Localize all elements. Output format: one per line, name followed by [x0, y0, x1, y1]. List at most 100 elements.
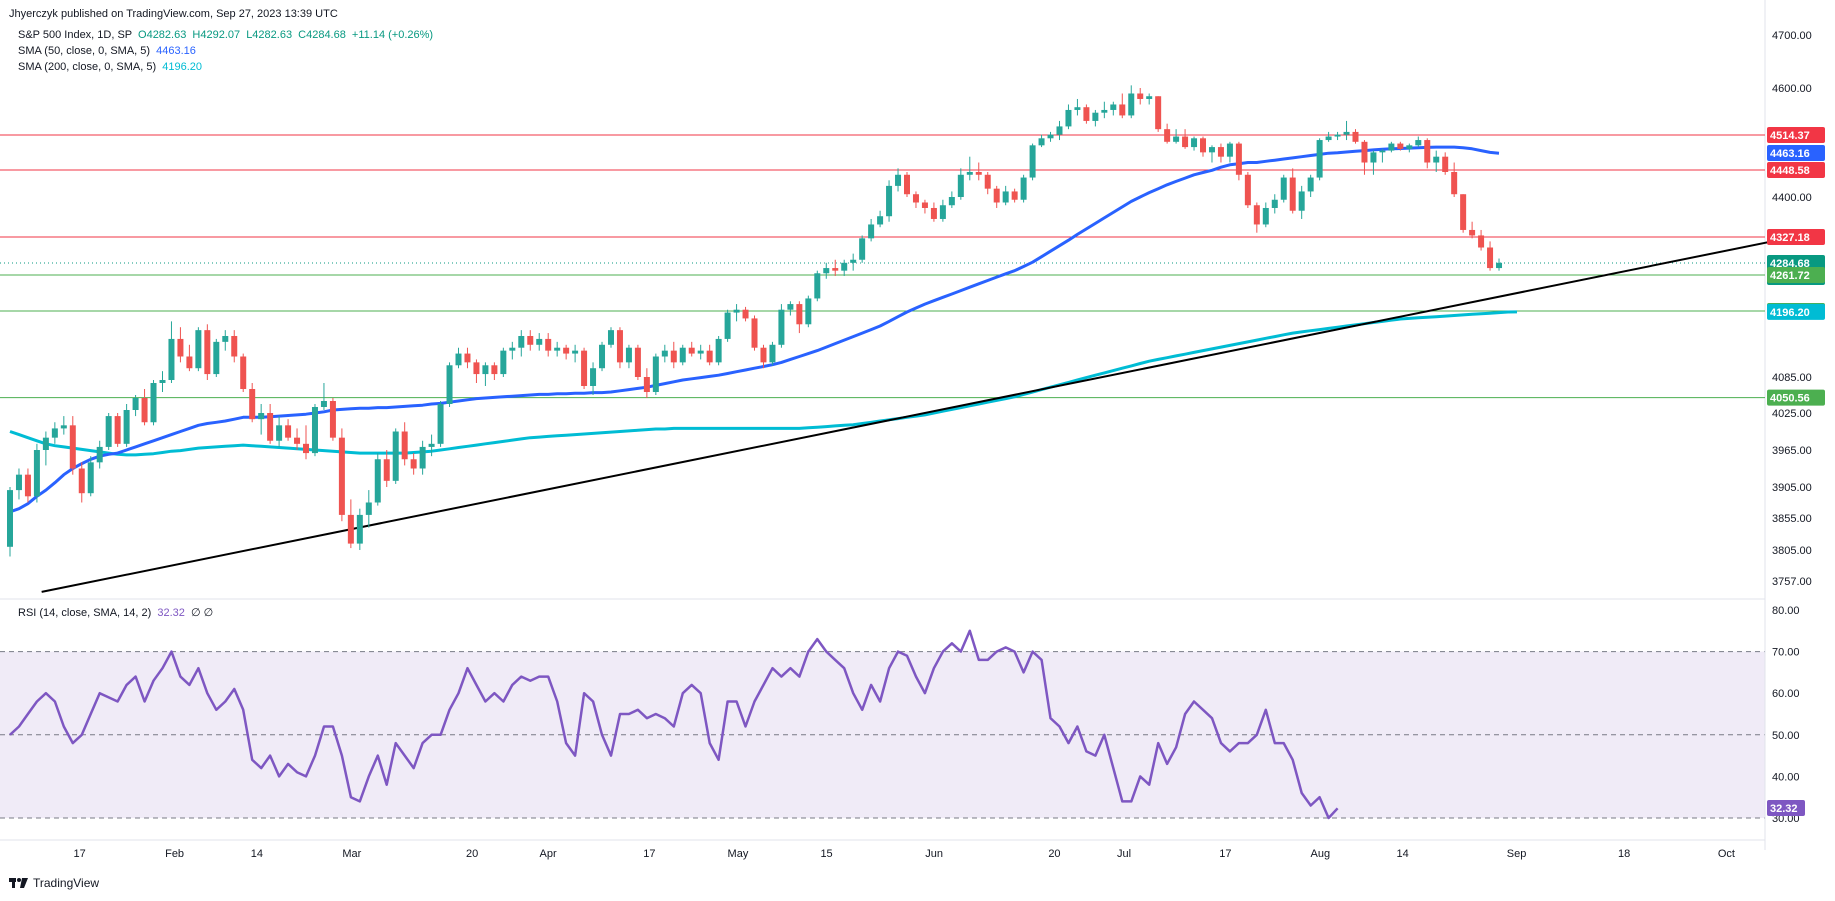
- candle: [267, 404, 274, 444]
- candle: [78, 462, 85, 503]
- tradingview-watermark[interactable]: TradingView: [9, 876, 99, 890]
- candle-body: [329, 401, 336, 438]
- candle-body: [437, 404, 444, 444]
- price-tag-label: 4261.72: [1770, 270, 1810, 282]
- candle: [24, 468, 31, 503]
- candle: [1056, 120, 1063, 141]
- candle-body: [1137, 93, 1144, 99]
- candle: [661, 344, 668, 363]
- candle-body: [625, 347, 632, 363]
- candle-body: [1074, 107, 1081, 110]
- rsi-value: 32.32: [157, 607, 185, 619]
- candle-body: [1298, 191, 1305, 211]
- candle: [303, 425, 310, 460]
- candle: [1289, 168, 1296, 214]
- candle: [625, 344, 632, 369]
- time-axis[interactable]: 17 Feb 14 Mar 20 Apr 17 May 15 Jun 20 Jul 17 Aug 14 Sep…: [0, 839, 1765, 860]
- price-tag-4327.18: 4327.18: [1767, 229, 1825, 245]
- candle: [1164, 123, 1171, 144]
- candle: [886, 180, 893, 222]
- candle: [993, 185, 1000, 208]
- candle-body: [1164, 129, 1171, 142]
- candle: [222, 330, 229, 351]
- candle-body: [177, 338, 184, 357]
- candle-body: [311, 407, 318, 454]
- horizontal-levels: [0, 134, 1765, 399]
- rsi-legend[interactable]: RSI (14, close, SMA, 14, 2) 32.32 ∅ ∅: [18, 606, 213, 619]
- candle-body: [1244, 174, 1251, 206]
- candle: [607, 327, 614, 348]
- candle-body: [159, 380, 166, 383]
- candle-body: [778, 309, 785, 345]
- candle: [1496, 258, 1503, 271]
- candle-body: [1307, 177, 1314, 192]
- candle: [204, 324, 211, 380]
- candle-body: [42, 437, 49, 450]
- candle-body: [921, 202, 928, 208]
- price-tick-label: 4400.00: [1772, 192, 1812, 204]
- candle: [563, 344, 570, 360]
- candle-body: [939, 205, 946, 219]
- candle-body: [1128, 93, 1135, 116]
- date-tick-label: Sep: [1507, 848, 1527, 860]
- candle-body: [1415, 140, 1422, 146]
- candle: [1191, 136, 1198, 151]
- sma50-label: SMA (50, close, 0, SMA, 5): [18, 45, 151, 57]
- candle-body: [1235, 143, 1242, 175]
- candle-body: [1173, 136, 1180, 142]
- ohlc-high: H4292.07: [192, 29, 241, 41]
- candle: [1029, 143, 1036, 181]
- candle: [15, 468, 22, 500]
- candle: [832, 259, 839, 276]
- candle: [706, 344, 713, 366]
- candle-body: [482, 365, 489, 375]
- candle: [1146, 93, 1153, 105]
- candle-body: [240, 356, 247, 389]
- candle-body: [1379, 150, 1386, 153]
- candle: [652, 353, 659, 395]
- candle: [491, 362, 498, 380]
- candle: [186, 344, 193, 372]
- price-tag-bg: [1767, 127, 1825, 143]
- candle: [419, 440, 426, 475]
- candle: [554, 341, 561, 357]
- candle-body: [715, 338, 722, 363]
- candle-body: [859, 238, 866, 260]
- candle-body: [1316, 140, 1323, 178]
- candle-body: [966, 171, 973, 175]
- candle-body: [365, 502, 372, 515]
- candle-body: [661, 350, 668, 357]
- price-tick-label: 3855.00: [1772, 513, 1812, 525]
- candle: [1038, 134, 1045, 148]
- sma200-legend[interactable]: SMA (200, close, 0, SMA, 5) 4196.20: [18, 61, 202, 73]
- candle: [1280, 174, 1287, 203]
- candle-body: [554, 347, 561, 351]
- candle: [1433, 150, 1440, 172]
- candle: [1182, 129, 1189, 149]
- candle: [240, 353, 247, 392]
- candle-body: [886, 185, 893, 217]
- candle: [733, 304, 740, 322]
- candle: [742, 306, 749, 322]
- candle: [51, 422, 58, 444]
- candle-body: [1280, 177, 1287, 200]
- candle-body: [724, 312, 731, 339]
- candle: [1442, 152, 1449, 175]
- candle-body: [652, 356, 659, 392]
- candle: [518, 330, 525, 357]
- candle: [1173, 129, 1180, 144]
- candle: [778, 304, 785, 348]
- sma200-series: [9, 310, 1518, 457]
- sma50-legend[interactable]: SMA (50, close, 0, SMA, 5) 4463.16: [18, 45, 196, 57]
- candle-body: [814, 273, 821, 299]
- candle: [1361, 140, 1368, 175]
- price-axis[interactable]: 4700.00 4600.00 4400.00 4085.00 4025.00 3965.…: [1772, 30, 1812, 825]
- candle-body: [868, 224, 875, 239]
- candle: [868, 218, 875, 242]
- candle: [904, 171, 910, 197]
- candle: [1460, 194, 1467, 233]
- candle-body: [401, 431, 408, 460]
- candle: [1406, 143, 1413, 153]
- candle-body: [1433, 156, 1440, 163]
